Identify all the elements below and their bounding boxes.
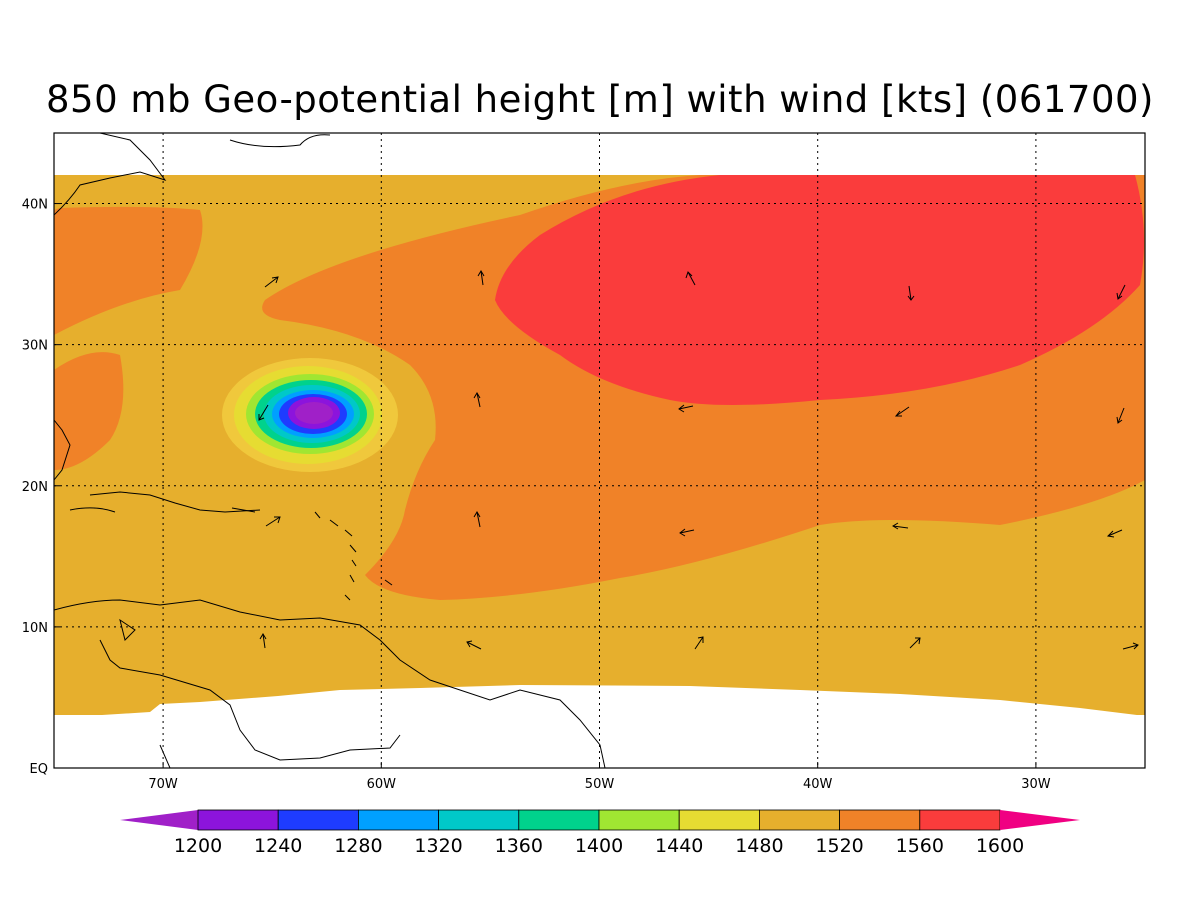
colorbar-swatch [277, 809, 359, 831]
lat-axis: 40N 30N 20N 10N EQ [22, 198, 60, 777]
colorbar-swatch [919, 809, 1001, 831]
page-title: 850 mb Geo-potential height [m] with win… [46, 78, 1154, 121]
colorbar-swatch [759, 809, 841, 831]
lon-tick-label: 60W [367, 777, 397, 792]
lat-tick-label: 30N [22, 339, 48, 354]
colorbar-level-label: 1320 [414, 835, 462, 857]
low-pressure-center [222, 358, 398, 472]
lat-tick-label: 10N [22, 621, 48, 636]
colorbar-swatch [438, 809, 520, 831]
colorbar-level-label: 1560 [896, 835, 944, 857]
colorbar-level-label: 1520 [815, 835, 863, 857]
island-arc [231, 507, 393, 601]
colorbar-swatch [197, 809, 279, 831]
colorbar-level-label: 1240 [254, 835, 302, 857]
coastlines [54, 133, 606, 768]
lon-tick-label: 40W [803, 777, 833, 792]
colorbar-level-label: 1600 [976, 835, 1024, 857]
lat-tick-label: 20N [22, 480, 48, 495]
colorbar-under-arrow [120, 810, 198, 830]
colorbar-swatch [598, 809, 680, 831]
colorbar-swatch [357, 809, 439, 831]
lat-tick-label: 40N [22, 198, 48, 213]
colorbar: 1200 1240 1280 1320 1360 1400 1440 1480 1520 1560… [120, 809, 1080, 857]
colorbar-level-label: 1200 [174, 835, 222, 857]
graticule [54, 133, 1145, 768]
lon-tick-label: 30W [1021, 777, 1051, 792]
colorbar-swatch [518, 809, 600, 831]
lon-tick-label: 70W [148, 777, 178, 792]
colorbar-swatch [678, 809, 760, 831]
colorbar-level-label: 1280 [334, 835, 382, 857]
contour-1560-1600 [495, 175, 1144, 405]
wind-vectors [258, 270, 1139, 650]
colorbar-level-label: 1360 [495, 835, 543, 857]
lon-tick-label: 50W [585, 777, 615, 792]
colorbar-swatch [839, 809, 921, 831]
colorbar-level-label: 1400 [575, 835, 623, 857]
colorbar-level-label: 1440 [655, 835, 703, 857]
colorbar-level-label: 1480 [735, 835, 783, 857]
lon-axis: 70W 60W 50W 40W 30W [148, 762, 1051, 792]
colorbar-over-arrow [1000, 810, 1080, 830]
missing-data-south [54, 685, 1145, 768]
lat-tick-label: EQ [30, 762, 48, 777]
